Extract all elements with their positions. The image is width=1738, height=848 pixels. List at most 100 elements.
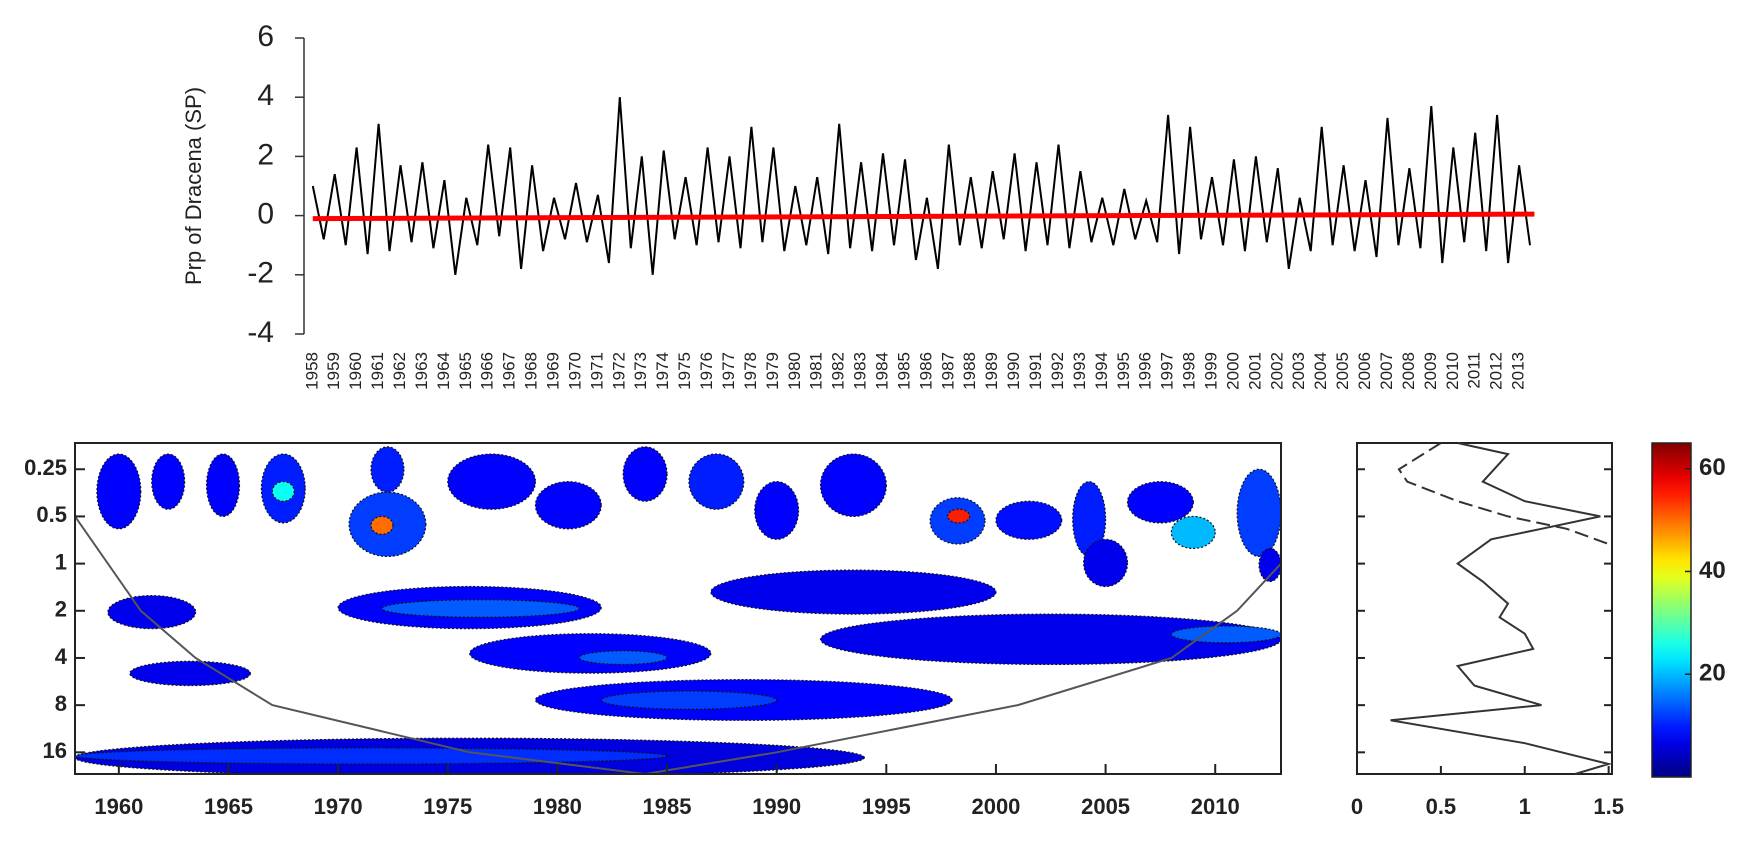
x-tick-label: 1976	[697, 352, 716, 390]
x-tick-label: 0	[1351, 794, 1363, 819]
cone-of-influence	[75, 515, 1281, 774]
power-contour	[819, 613, 1281, 666]
power-contour	[1258, 547, 1281, 583]
power-contour	[370, 515, 394, 535]
x-tick-label: 1975	[423, 794, 472, 819]
x-tick-label: 1986	[916, 352, 935, 390]
power-contour	[1072, 481, 1107, 558]
x-tick-label: 1983	[851, 352, 870, 390]
x-tick-label: 1980	[533, 794, 582, 819]
x-tick-label: 1963	[412, 352, 431, 390]
colorbar-tick-label: 40	[1699, 557, 1726, 584]
x-tick-label: 1979	[763, 352, 782, 390]
colorbar-scale	[1651, 442, 1692, 778]
x-tick-label: 1990	[752, 794, 801, 819]
power-contour	[1170, 625, 1281, 644]
x-tick-label: 2009	[1421, 352, 1440, 390]
power-contour	[534, 481, 602, 530]
x-tick-label: 2007	[1377, 352, 1396, 390]
x-tick-label: 1995	[862, 794, 911, 819]
y-tick-label: 2	[55, 597, 67, 622]
x-tick-label: 1995	[1114, 352, 1133, 390]
power-contour	[1170, 515, 1216, 550]
data-line	[312, 211, 1535, 222]
x-tick-label: 0.5	[1426, 794, 1457, 819]
power-contour	[578, 650, 668, 666]
x-tick-label: 1996	[1136, 352, 1155, 390]
x-tick-label: 1970	[314, 794, 363, 819]
x-tick-label: 1967	[500, 352, 519, 390]
x-tick-label: 1970	[565, 352, 584, 390]
x-tick-label: 1980	[785, 352, 804, 390]
x-tick-label: 1990	[1004, 352, 1023, 390]
x-tick-label: 1984	[873, 352, 892, 390]
x-tick-label: 1997	[1158, 352, 1177, 390]
x-tick-label: 1977	[719, 352, 738, 390]
power-contour	[688, 453, 745, 510]
spectrum-line	[1390, 442, 1613, 775]
colorbar: 20 40 60	[1651, 442, 1726, 778]
x-tick-label: 2008	[1399, 352, 1418, 390]
power-contour	[205, 453, 241, 518]
power-contour	[600, 690, 778, 710]
x-tick-label: 2005	[1081, 794, 1130, 819]
y-tick-label: 16	[43, 738, 67, 763]
plot-frame	[1356, 442, 1613, 775]
y-tick-label: 0.25	[24, 455, 67, 480]
y-tick-label: 1	[55, 549, 67, 574]
power-contour	[96, 453, 142, 530]
x-tick-label: 1987	[938, 352, 957, 390]
y-tick-label: 2	[257, 138, 274, 171]
x-tick-label: 1988	[960, 352, 979, 390]
power-contour	[151, 453, 186, 510]
x-tick-label: 2013	[1509, 352, 1528, 390]
x-tick-label: 2003	[1289, 352, 1308, 390]
x-tick-label: 1.5	[1593, 794, 1624, 819]
power-contour	[995, 500, 1063, 540]
x-tick-label: 1960	[346, 352, 365, 390]
y-tick-label: 6	[257, 20, 274, 53]
x-tick-label: 2010	[1191, 794, 1240, 819]
x-tick-label: 2000	[971, 794, 1020, 819]
colorbar-tick-label: 60	[1699, 454, 1726, 481]
x-tick-label: 1999	[1201, 352, 1220, 390]
power-contour	[1126, 481, 1194, 524]
power-contour	[447, 453, 537, 510]
power-contour	[1083, 538, 1129, 588]
x-tick-label: 1974	[653, 352, 672, 390]
x-tick-label: 1969	[544, 352, 563, 390]
x-tick-label: 1993	[1070, 352, 1089, 390]
x-tick-label: 1973	[631, 352, 650, 390]
x-tick-label: 1975	[675, 352, 694, 390]
x-tick-label: 1	[1519, 794, 1531, 819]
plot-area	[75, 446, 1281, 774]
x-tick-label: 2012	[1487, 352, 1506, 390]
x-tick-label: 2002	[1267, 352, 1286, 390]
x-tick-label: 1971	[587, 352, 606, 390]
power-contour	[107, 594, 197, 630]
y-tick-label: -2	[247, 257, 274, 290]
x-tick-label: 2011	[1465, 352, 1484, 389]
x-tick-label: 2001	[1245, 352, 1264, 390]
power-contour	[381, 599, 580, 618]
x-tick-label: 1960	[94, 794, 143, 819]
power-contour	[710, 569, 997, 615]
x-tick-label: 1978	[741, 352, 760, 390]
x-tick-label: 1982	[829, 352, 848, 390]
time-series-chart: -4 -2 0 2 4 6 1958 1959 1960 1961 1962 1963 1964 1965…	[181, 20, 1535, 390]
wavelet-chart: 0.25 0.5 1 2 4 8 16 1960 1965 1970 1975 1980 1985 199…	[24, 442, 1282, 819]
x-tick-label: 1985	[643, 794, 692, 819]
x-tick-label: 1991	[1026, 352, 1045, 390]
x-tick-label: 1981	[807, 352, 826, 390]
x-tick-label: 1994	[1092, 352, 1111, 390]
y-tick-label: -4	[247, 316, 274, 349]
power-contour	[622, 446, 668, 502]
x-tick-label: 1962	[390, 352, 409, 390]
y-tick-label: 4	[55, 644, 68, 669]
power-contour	[271, 481, 295, 502]
x-tick-label: 1965	[204, 794, 253, 819]
power-contour	[75, 747, 668, 765]
y-tick-label: 0	[257, 198, 274, 231]
x-tick-label: 1968	[522, 352, 541, 390]
power-contour	[947, 508, 971, 524]
